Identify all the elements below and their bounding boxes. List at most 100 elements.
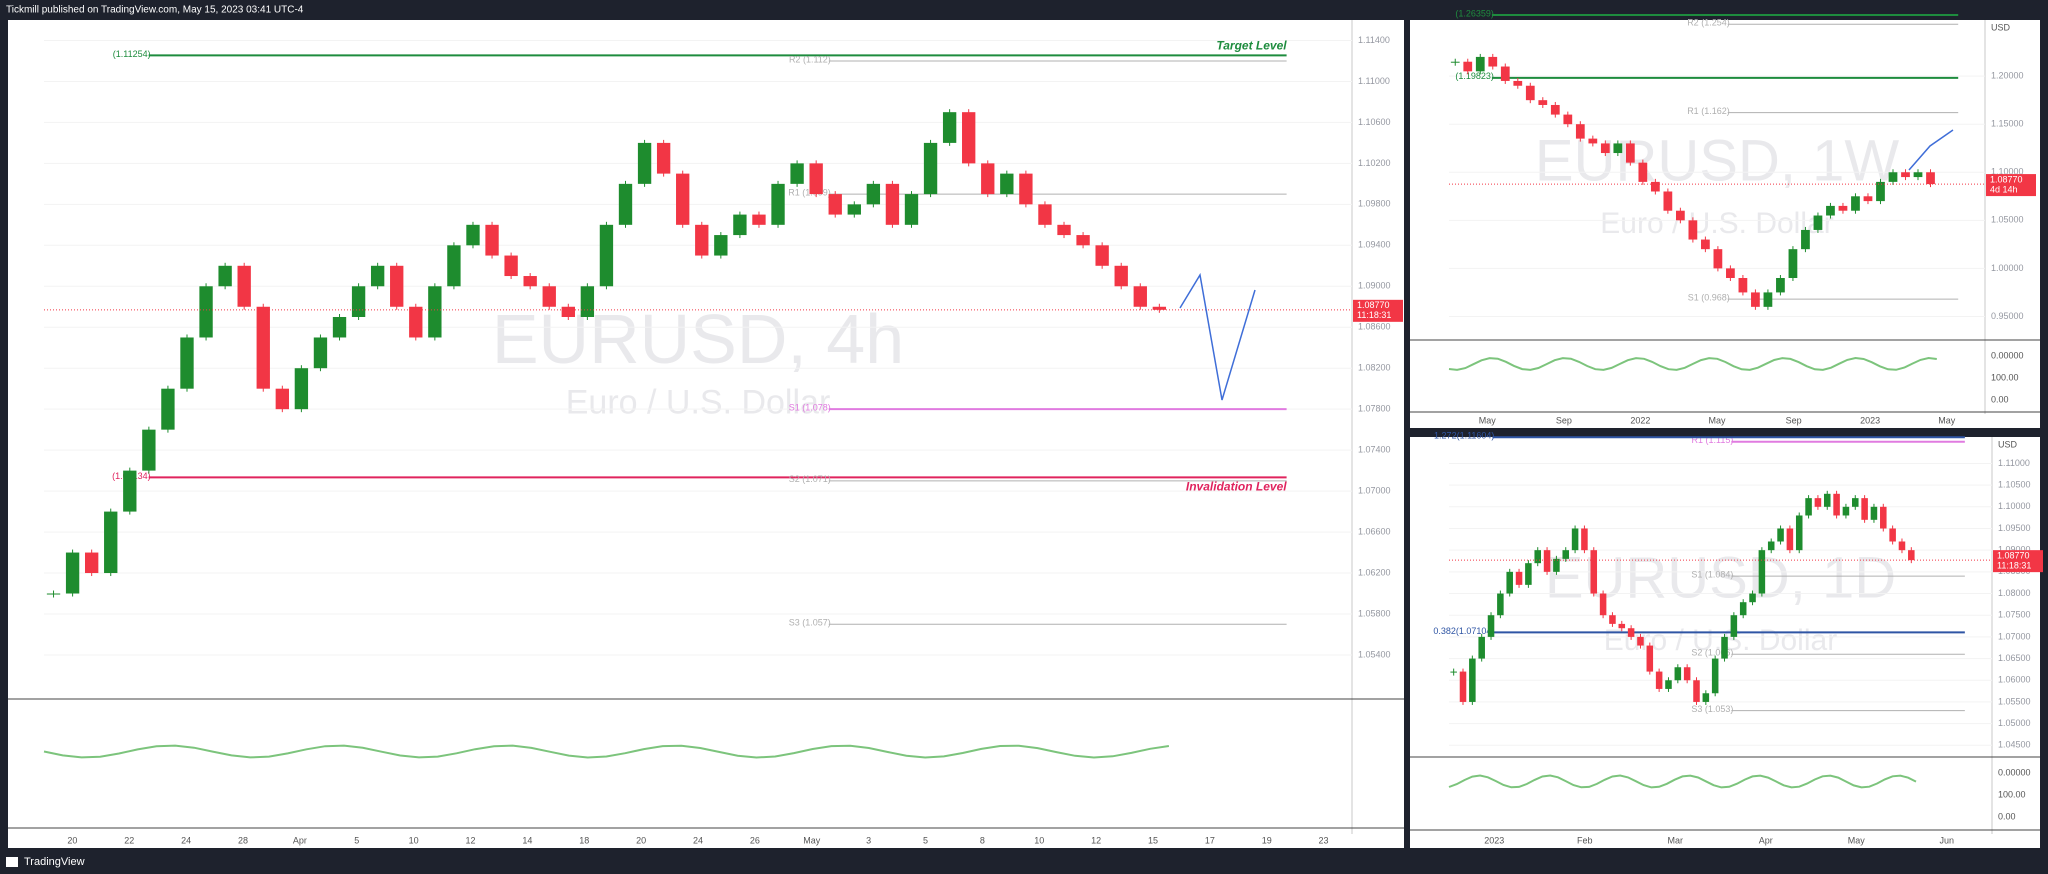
candle (504, 255, 518, 277)
level-label: S2 (1.066) (1691, 648, 1733, 658)
candle (161, 388, 175, 430)
candle (1650, 181, 1660, 192)
level-label: S1 (0.968) (1688, 293, 1730, 303)
candle (218, 265, 232, 287)
candle (1813, 215, 1823, 230)
x-tick-label: 24 (181, 835, 191, 845)
candle (1646, 645, 1654, 672)
y-tick-label: 1.00000 (1991, 263, 2024, 273)
level-label: 0.382(1.07104) (1433, 626, 1494, 636)
candle (1826, 205, 1835, 216)
candle (1726, 268, 1735, 278)
candle (637, 142, 652, 184)
candle (1575, 124, 1585, 139)
x-tick-label: 5 (354, 835, 359, 845)
x-tick-label: Apr (293, 835, 307, 845)
logo (6, 857, 18, 867)
candle (1801, 229, 1810, 250)
candle (676, 173, 690, 225)
candle (1688, 220, 1698, 240)
candle (1450, 61, 1460, 63)
candle (46, 593, 61, 595)
candle (942, 112, 957, 143)
candle (1852, 498, 1859, 507)
y-tick-label: 1.20000 (1991, 71, 2024, 81)
y-tick-label: 1.11400 (1358, 35, 1390, 45)
candle (1600, 143, 1610, 154)
panel (8, 20, 1404, 848)
y-tick-label: 1.09000 (1998, 545, 2031, 555)
x-tick-label: 17 (1205, 835, 1215, 845)
x-tick-label: 2023 (1484, 835, 1504, 845)
candle (1525, 563, 1532, 585)
candle (1613, 143, 1623, 154)
y-tick-label: 1.09500 (1998, 523, 2031, 533)
candle (1638, 162, 1648, 182)
candle (1730, 615, 1738, 637)
x-tick-label: 12 (466, 835, 476, 845)
candle (1683, 667, 1691, 681)
x-tick-label: 10 (409, 835, 419, 845)
candle (1842, 506, 1850, 516)
y-tick-label: 1.09000 (1358, 281, 1391, 291)
candle (733, 214, 747, 236)
level-label: S3 (1.053) (1691, 704, 1733, 714)
countdown: 4d 14h (1990, 184, 2018, 194)
x-tick-label: 24 (693, 835, 703, 845)
osc-label: 0.00 (1991, 394, 2009, 404)
candle (771, 183, 785, 225)
y-tick-label: 1.09400 (1358, 240, 1391, 250)
x-tick-label: May (1848, 835, 1866, 845)
x-tick-label: 8 (980, 835, 985, 845)
candle (1713, 249, 1723, 269)
y-tick-label: 1.08600 (1358, 322, 1391, 332)
y-tick-label: 1.07000 (1358, 485, 1391, 495)
projection-path (1179, 272, 1256, 401)
candle (1534, 550, 1541, 564)
candle (1152, 306, 1167, 310)
panels: EURUSD, 4h Euro / U.S. Dollar 1.05400 1.058… (8, 8, 2043, 848)
candle (1851, 196, 1860, 211)
candle (256, 306, 270, 389)
x-tick-label: 22 (124, 835, 134, 845)
watermark-subtitle: Euro / U.S. Dollar (566, 383, 831, 421)
x-tick-label: Jun (1939, 835, 1954, 845)
candle (1019, 173, 1033, 205)
x-tick-label: 12 (1091, 835, 1101, 845)
candle (104, 511, 118, 574)
candle (1543, 550, 1551, 572)
x-tick-label: Sep (1556, 415, 1572, 425)
candle (904, 194, 919, 225)
candle (1861, 498, 1868, 520)
candle (485, 224, 499, 256)
y-tick-label: 1.05000 (1998, 718, 2031, 728)
osc-label: 0.00000 (1991, 350, 2024, 360)
countdown: 11:18:31 (1357, 310, 1391, 320)
candle (1571, 528, 1579, 551)
y-tick-label: 1.06000 (1998, 675, 2031, 685)
candle (695, 224, 709, 256)
level-label: S2 (1.071) (789, 474, 831, 484)
candle (580, 286, 595, 317)
candle (1469, 658, 1476, 702)
level-label: (1.19823) (1455, 71, 1494, 81)
candle (1901, 172, 1910, 178)
y-tick-label: 1.10500 (1998, 480, 2031, 490)
candle (1500, 66, 1510, 81)
level-label: R2 (1.112) (789, 54, 831, 64)
candle (237, 265, 251, 307)
candle (866, 183, 881, 205)
candle (1833, 493, 1840, 516)
candle (1758, 550, 1766, 594)
candle (1459, 671, 1467, 702)
last-price-tag (1993, 550, 2043, 573)
level-note: Invalidation Level (1186, 480, 1287, 494)
y-tick-label: 1.05400 (1358, 649, 1391, 659)
y-tick-label: 1.15000 (1991, 119, 2024, 129)
y-tick-label: 1.09800 (1358, 199, 1391, 209)
candle (1488, 56, 1498, 67)
x-tick-label: 5 (923, 835, 928, 845)
y-tick-label: 1.06200 (1358, 567, 1391, 577)
candle (1751, 292, 1760, 307)
